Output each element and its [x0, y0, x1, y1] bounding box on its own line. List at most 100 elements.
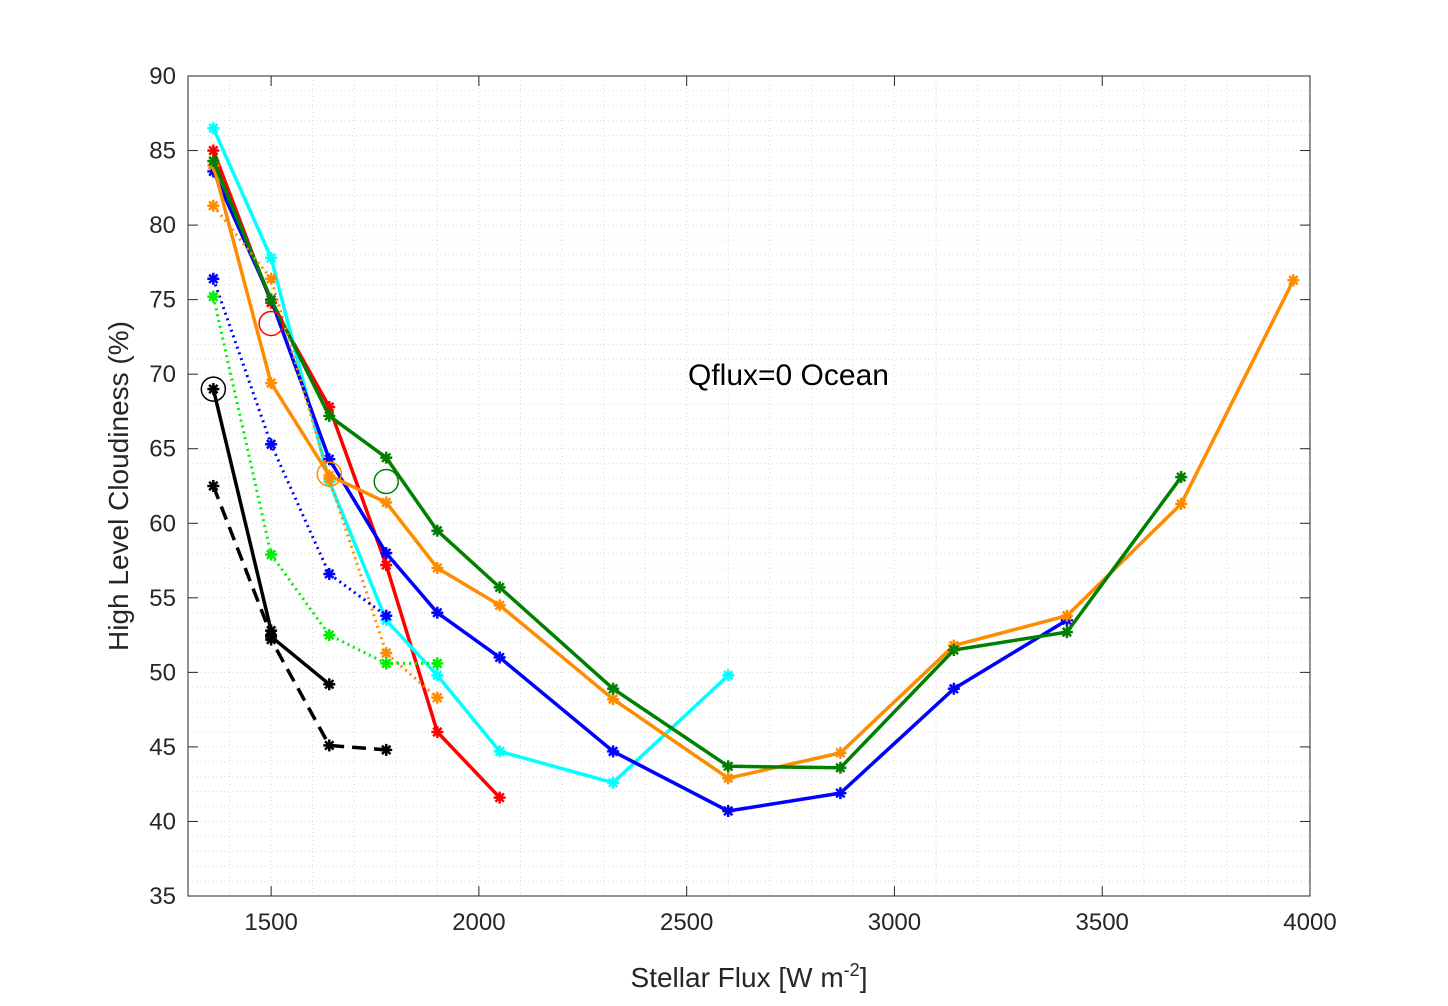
- data-point: [607, 745, 620, 758]
- data-point: [380, 743, 393, 756]
- series-line: [211, 485, 387, 752]
- minor-grid: [187, 75, 1311, 897]
- marker-stroke: [723, 805, 734, 817]
- marker-stroke: [324, 568, 335, 580]
- marker-stroke: [266, 549, 277, 560]
- marker-stroke: [208, 291, 219, 302]
- data-point: [207, 144, 220, 157]
- marker-stroke: [266, 273, 277, 284]
- data-point: [834, 746, 847, 759]
- marker-stroke: [494, 792, 505, 803]
- marker-stroke: [1061, 610, 1072, 621]
- marker-stroke: [608, 746, 619, 757]
- marker-stroke: [494, 582, 505, 593]
- marker-stroke: [948, 644, 959, 656]
- marker-stroke: [381, 452, 392, 463]
- marker-stroke: [723, 761, 734, 772]
- marker-stroke: [494, 600, 505, 611]
- data-point: [1175, 471, 1188, 484]
- marker-stroke: [608, 694, 619, 705]
- data-point: [323, 629, 336, 642]
- data-point: [265, 293, 278, 306]
- marker-stroke: [266, 378, 277, 389]
- marker-stroke: [1176, 471, 1187, 483]
- data-point: [722, 669, 735, 682]
- marker-stroke: [266, 439, 277, 450]
- series-line: [211, 296, 438, 665]
- series-line: [211, 127, 730, 785]
- marker-stroke: [723, 670, 734, 681]
- data-point: [431, 691, 444, 704]
- marker-stroke: [266, 252, 277, 263]
- data-point: [431, 726, 444, 738]
- series-group: [207, 122, 1300, 818]
- data-point: [265, 251, 278, 264]
- series-line: [211, 170, 1068, 813]
- data-point: [431, 669, 444, 682]
- data-point: [207, 480, 220, 492]
- series-black-dashed: [207, 480, 393, 756]
- data-point: [207, 272, 220, 285]
- data-point: [265, 377, 278, 390]
- data-point: [207, 383, 220, 396]
- marker-stroke: [1061, 627, 1072, 638]
- marker-stroke: [432, 525, 443, 536]
- marker-stroke: [266, 634, 277, 645]
- marker-stroke: [381, 610, 392, 621]
- data-point: [323, 567, 336, 580]
- highlight-circle: [200, 376, 227, 402]
- y-tick-label: 85: [149, 138, 176, 165]
- series-blue-solid: [207, 165, 1073, 818]
- data-point: [493, 581, 506, 594]
- marker-stroke: [1176, 498, 1187, 509]
- marker-stroke: [324, 630, 335, 641]
- data-point: [323, 409, 336, 422]
- series-line: [211, 165, 1295, 780]
- series-orange-solid: [207, 159, 1300, 785]
- data-point: [380, 657, 393, 670]
- marker-stroke: [608, 683, 619, 694]
- y-tick-label: 35: [149, 883, 176, 910]
- highlight-circle: [373, 468, 399, 495]
- series-green-solid: [207, 154, 1188, 774]
- series-cyan-solid: [207, 122, 735, 789]
- marker-stroke: [381, 658, 392, 669]
- y-tick-label: 65: [149, 436, 176, 463]
- marker-stroke: [208, 200, 219, 211]
- data-point: [323, 739, 336, 752]
- data-point: [722, 760, 735, 773]
- data-point: [207, 154, 220, 167]
- data-point: [207, 199, 220, 212]
- y-tick-label: 50: [149, 659, 176, 686]
- data-point: [265, 272, 278, 285]
- y-tick-label: 60: [149, 510, 176, 537]
- marker-stroke: [324, 410, 335, 422]
- x-tick-label: 2000: [452, 909, 505, 936]
- marker-stroke: [1288, 275, 1299, 286]
- y-tick-label: 75: [149, 287, 176, 314]
- data-point: [431, 657, 444, 670]
- marker-stroke: [381, 548, 392, 559]
- marker-stroke: [208, 123, 219, 134]
- y-tick-label: 80: [149, 212, 176, 239]
- x-axis-label-main: Stellar Flux [W m: [631, 962, 844, 993]
- data-point: [834, 761, 847, 774]
- marker-stroke: [208, 384, 219, 395]
- marker-stroke: [208, 145, 219, 156]
- marker-stroke: [432, 692, 443, 703]
- marker-stroke: [432, 726, 443, 738]
- data-point: [493, 745, 506, 758]
- marker-stroke: [381, 744, 392, 755]
- data-point: [722, 772, 735, 785]
- data-point: [493, 599, 506, 612]
- x-tick-label: 3500: [1076, 909, 1129, 936]
- marker-stroke: [208, 273, 219, 284]
- data-point: [323, 678, 336, 691]
- marker-stroke: [432, 562, 443, 574]
- marker-stroke: [494, 746, 505, 757]
- data-point: [265, 438, 278, 451]
- data-point: [380, 451, 393, 464]
- data-point: [207, 122, 220, 135]
- marker-stroke: [835, 788, 846, 799]
- y-tick-label: 70: [149, 361, 176, 388]
